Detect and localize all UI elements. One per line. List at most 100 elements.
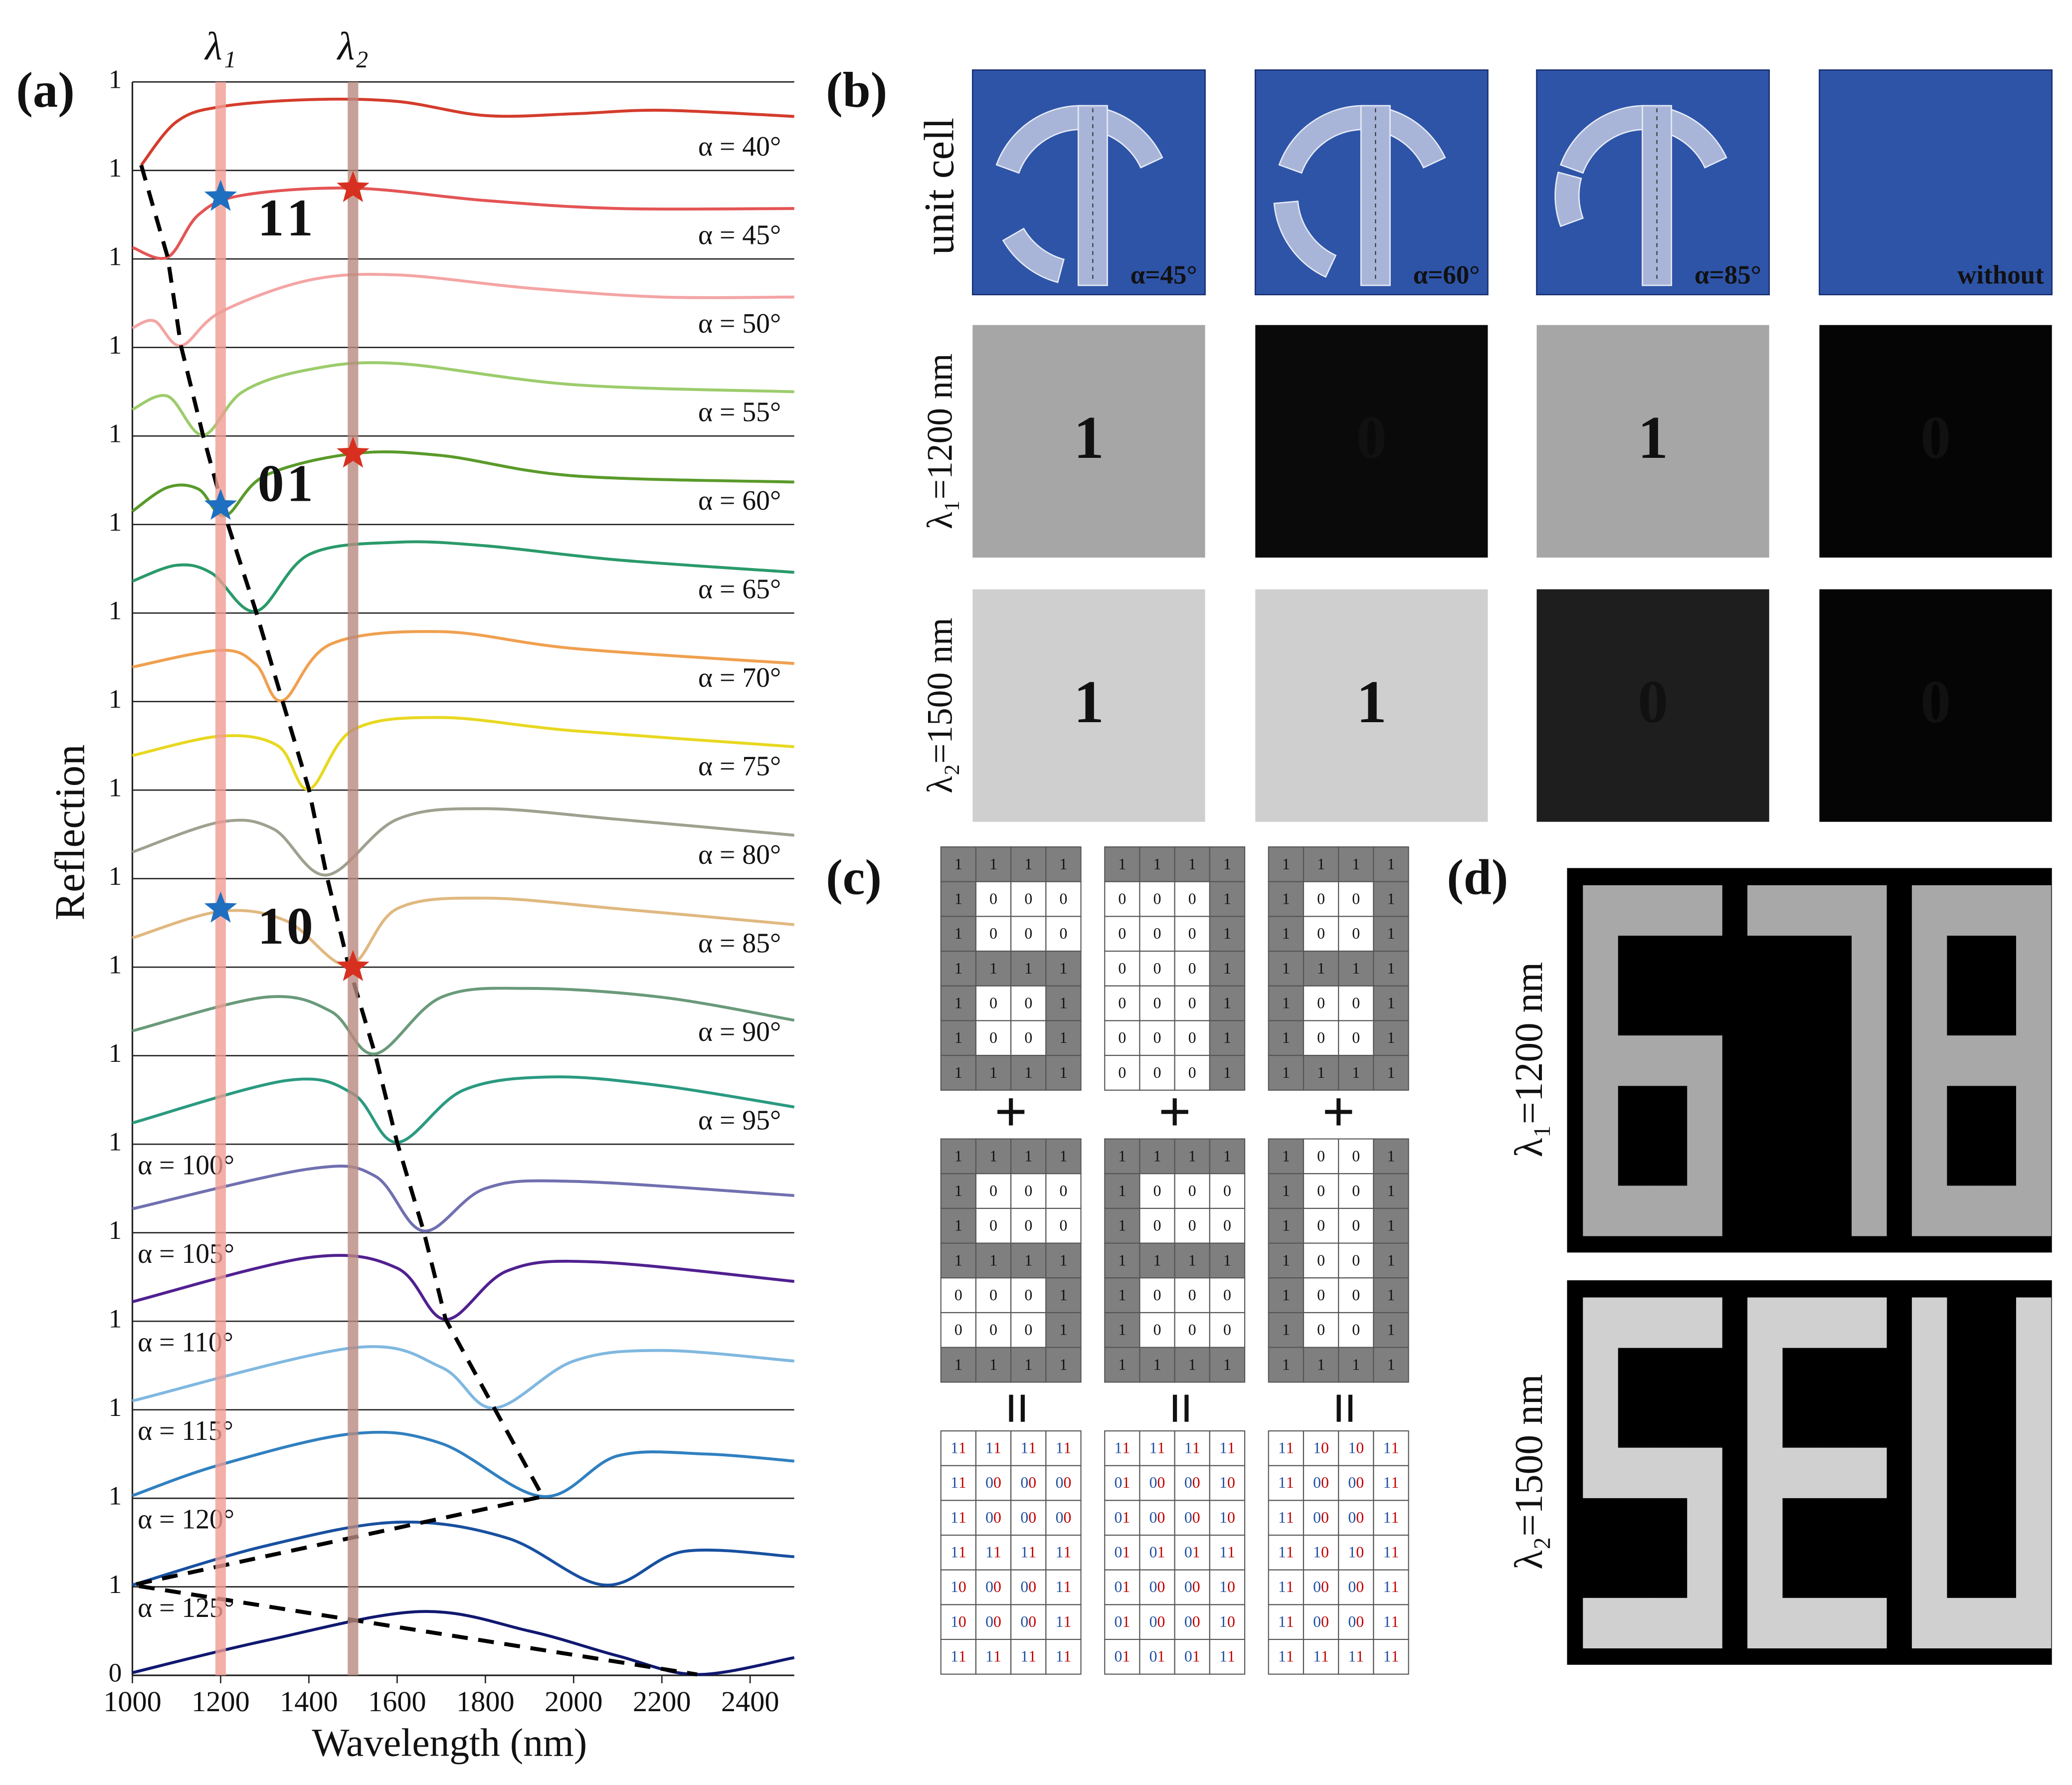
cell-code: 1 xyxy=(1387,1217,1395,1234)
cell-code: 1 xyxy=(1060,855,1068,873)
image-pixel xyxy=(1852,985,1887,1036)
column-label: α=60° xyxy=(1413,260,1480,289)
cell-code: 0 xyxy=(1118,960,1126,977)
image-pixel xyxy=(1946,1186,1982,1236)
series-label: α = 85° xyxy=(698,928,781,959)
grid-cell xyxy=(975,951,1012,987)
grid-cell xyxy=(1104,1055,1140,1091)
cell-code: 1 xyxy=(1223,925,1231,942)
y-tick-label: 1 xyxy=(109,331,122,360)
cell-code: 1 xyxy=(1223,1029,1231,1046)
cell-code: 0 xyxy=(989,1321,997,1339)
cell-code: 1 xyxy=(1223,1356,1231,1373)
cell-code: 0 xyxy=(1317,1029,1325,1046)
cell-code: 11 xyxy=(1219,1439,1235,1457)
grid-cell xyxy=(1338,951,1374,987)
image-pixel xyxy=(1583,1186,1618,1236)
grid-cell xyxy=(975,1500,1012,1536)
image-pixel xyxy=(2016,1548,2052,1598)
cell-code: 1 xyxy=(1387,1064,1395,1081)
cell-code: 00 xyxy=(1020,1613,1036,1630)
cell-code: 1 xyxy=(1188,1356,1196,1373)
grid-cell xyxy=(1045,1347,1082,1383)
image-pixel xyxy=(1747,1347,1783,1398)
cell-code: 1 xyxy=(1223,960,1231,977)
cell-code: 1 xyxy=(1387,1182,1395,1199)
x-tick-label: 1800 xyxy=(456,1685,515,1718)
grid-cell xyxy=(1303,985,1339,1021)
grid-cell xyxy=(1338,881,1374,917)
grid-cell xyxy=(1045,1430,1082,1466)
image-pixel xyxy=(2016,1397,2052,1448)
y-tick-label: 1 xyxy=(109,1393,122,1422)
cell-code: 1 xyxy=(1352,855,1360,873)
star-marker xyxy=(337,436,370,468)
grid-cell xyxy=(1139,1639,1175,1675)
grid-cell xyxy=(975,1020,1012,1056)
grid-cell xyxy=(1338,1500,1374,1536)
cell-code: 1 xyxy=(1024,855,1032,873)
grid-cell xyxy=(1373,1055,1409,1091)
cell-code: 1 xyxy=(1060,1251,1068,1269)
y-tick-label: 1 xyxy=(109,419,122,448)
cell-code: 1 xyxy=(1282,994,1290,1012)
cell-code: 1 xyxy=(1118,1147,1126,1165)
image-pixel xyxy=(1747,1297,1783,1348)
row-label: unit cell xyxy=(916,118,963,255)
cell-code: 1 xyxy=(1060,1321,1068,1339)
series-label: α = 55° xyxy=(698,397,781,428)
grid-cell xyxy=(1268,985,1305,1021)
grid-cell xyxy=(1303,1604,1339,1640)
grid-cell xyxy=(1268,1055,1305,1091)
grid-cell xyxy=(1139,881,1175,917)
cell-code: 10 xyxy=(1219,1613,1235,1630)
cell-code: 1 xyxy=(1387,855,1395,873)
cell-code: 1 xyxy=(989,1064,997,1081)
cell-code: 1 xyxy=(1118,855,1126,873)
arc-arm xyxy=(1278,105,1446,174)
y-tick-label: 1 xyxy=(109,242,122,271)
panel-label: (c) xyxy=(826,849,882,905)
panel-label: (b) xyxy=(826,62,887,118)
grid-cell xyxy=(940,1569,977,1605)
cell-code: 1 xyxy=(1282,1029,1290,1046)
image-pixel xyxy=(1981,885,2017,936)
y-tick-label: 1 xyxy=(109,1570,122,1599)
grid-cell xyxy=(1338,1465,1374,1501)
cell-code: 0 xyxy=(1153,994,1161,1012)
cell-code: 1 xyxy=(1188,1251,1196,1269)
cell-code: 0 xyxy=(1060,925,1068,942)
cell-code: 00 xyxy=(1184,1613,1200,1630)
cell-code: 1 xyxy=(1024,960,1032,977)
y-tick-label: 1 xyxy=(109,65,122,94)
grid-cell xyxy=(1373,1569,1409,1605)
grid-cell xyxy=(1045,1604,1082,1640)
cell-code: 11 xyxy=(1149,1439,1165,1457)
cell-code: 1 xyxy=(1387,1286,1395,1304)
star-marker xyxy=(337,950,370,982)
cell-code: 1 xyxy=(1282,1321,1290,1339)
grid-cell xyxy=(1373,1534,1409,1571)
grid-cell xyxy=(975,1055,1012,1091)
cell-code: 11 xyxy=(1056,1579,1072,1596)
cell-code: 0 xyxy=(1153,1029,1161,1046)
cell-code: 00 xyxy=(1184,1509,1200,1526)
grid-cell xyxy=(1045,916,1082,952)
grid-cell xyxy=(940,1347,977,1383)
grid-cell xyxy=(1010,1020,1047,1056)
cell-code: 01 xyxy=(1184,1648,1200,1665)
series-label: α = 40° xyxy=(698,131,781,162)
image-pixel xyxy=(1687,1597,1722,1649)
grid-cell xyxy=(1268,1312,1305,1348)
code-bit: 0 xyxy=(287,897,313,955)
cell-code: 1 xyxy=(1060,960,1068,977)
plus: + xyxy=(994,1080,1027,1144)
grid-cell xyxy=(1373,1430,1409,1466)
grid-cell xyxy=(1045,1207,1082,1244)
cell-code: 0 xyxy=(1024,890,1032,908)
cell-code: 1 xyxy=(1223,994,1231,1012)
pixel-cell xyxy=(1536,325,1769,558)
cell-code: 11 xyxy=(1383,1648,1399,1665)
cell-code: 1 xyxy=(1352,1356,1360,1373)
image-pixel xyxy=(1817,885,1852,936)
